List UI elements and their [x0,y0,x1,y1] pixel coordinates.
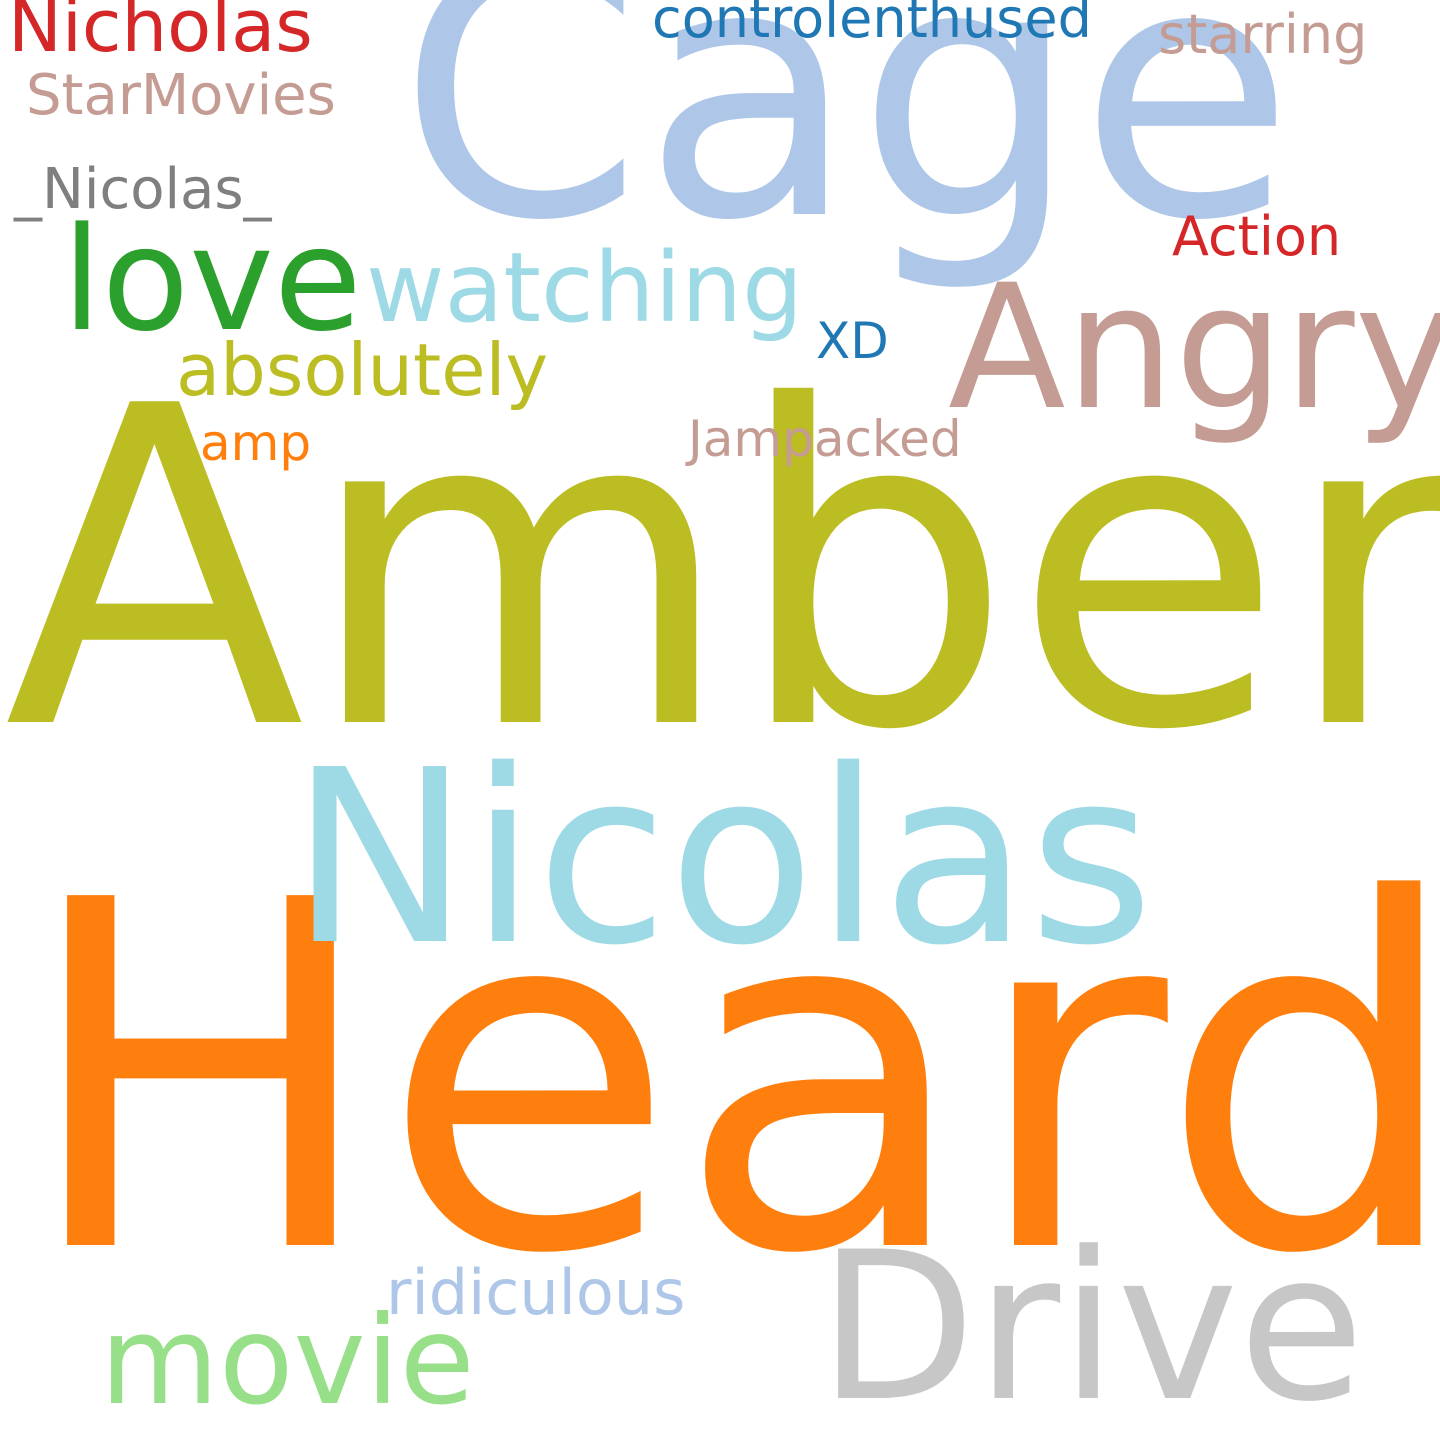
word-amp: amp [200,414,312,472]
word-nicolas: Nicolas [290,718,1154,998]
word-xd: XD [816,312,889,370]
word-absolutely: absolutely [176,328,549,412]
word-love: love [62,196,362,363]
word-heard: Heard [20,800,1440,1359]
word-movie: movie [100,1290,475,1432]
word-cage: Cage [398,0,1295,297]
word-angry: Angry [948,247,1440,448]
word-starring: starring [1158,3,1368,66]
word-watching: watching [366,232,804,344]
word-amber: Amber [4,314,1440,826]
word-starmovies: StarMovies [26,63,336,128]
word-controlenthused: controlenthused [652,0,1092,50]
word-drive: Drive [818,1209,1365,1440]
word-nicholas: Nicholas [8,0,313,68]
word-ridiculous: ridiculous [386,1256,686,1329]
word-underscore-nicolas: _Nicolas_ [14,157,272,222]
word-jampacked: Jampacked [688,410,962,468]
word-action: Action [1172,205,1342,268]
